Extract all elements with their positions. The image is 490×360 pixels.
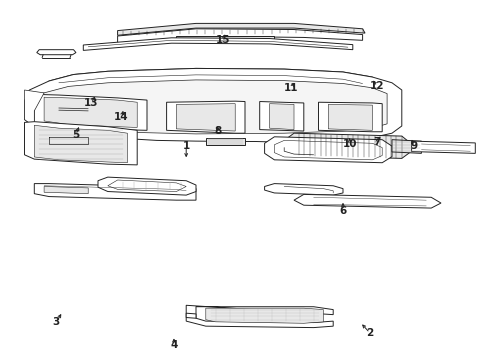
Polygon shape <box>274 140 382 160</box>
Polygon shape <box>44 186 88 194</box>
Text: 10: 10 <box>343 139 358 149</box>
Polygon shape <box>270 104 294 130</box>
Polygon shape <box>328 104 372 130</box>
Text: 7: 7 <box>373 137 381 147</box>
Text: 15: 15 <box>216 35 230 45</box>
Polygon shape <box>206 138 245 145</box>
Text: 2: 2 <box>367 328 373 338</box>
Polygon shape <box>34 80 387 134</box>
Text: 13: 13 <box>83 98 98 108</box>
Polygon shape <box>118 23 365 35</box>
Polygon shape <box>260 102 304 131</box>
Polygon shape <box>108 180 186 192</box>
Text: 11: 11 <box>284 83 299 93</box>
Polygon shape <box>176 36 274 40</box>
Polygon shape <box>392 140 421 153</box>
Polygon shape <box>24 90 44 127</box>
Polygon shape <box>318 102 382 132</box>
Polygon shape <box>265 184 343 195</box>
Text: 14: 14 <box>114 112 129 122</box>
Polygon shape <box>265 137 392 163</box>
Polygon shape <box>284 133 412 158</box>
Polygon shape <box>167 101 245 133</box>
Polygon shape <box>44 97 137 127</box>
Polygon shape <box>176 104 235 131</box>
Polygon shape <box>206 308 323 323</box>
Polygon shape <box>24 68 402 142</box>
Polygon shape <box>59 76 98 86</box>
Polygon shape <box>412 141 475 153</box>
Polygon shape <box>294 194 441 208</box>
Text: 5: 5 <box>73 130 79 140</box>
Polygon shape <box>98 177 196 195</box>
Polygon shape <box>118 29 363 43</box>
Polygon shape <box>34 94 147 130</box>
Polygon shape <box>34 125 127 163</box>
Text: 9: 9 <box>411 141 417 151</box>
Polygon shape <box>37 50 76 55</box>
Text: 8: 8 <box>215 126 221 136</box>
Polygon shape <box>83 38 353 50</box>
Polygon shape <box>186 313 196 318</box>
Polygon shape <box>34 184 196 200</box>
Polygon shape <box>186 305 333 328</box>
Text: 1: 1 <box>183 141 190 151</box>
Polygon shape <box>49 68 372 93</box>
Polygon shape <box>24 122 137 165</box>
Text: 12: 12 <box>370 81 385 91</box>
Text: 6: 6 <box>340 206 346 216</box>
Text: 3: 3 <box>53 317 60 327</box>
Text: 4: 4 <box>170 340 178 350</box>
